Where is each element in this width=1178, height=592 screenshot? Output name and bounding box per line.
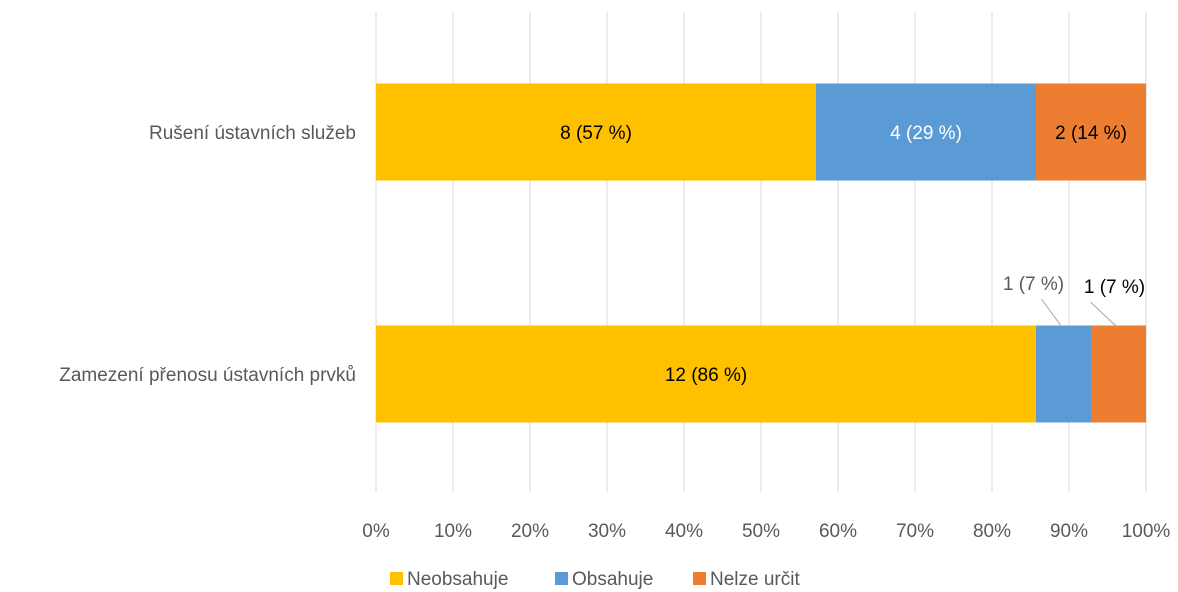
bar-segment[interactable] [1036,325,1091,423]
data-label-callout: 1 (7 %) [1084,277,1145,298]
data-labels: 8 (57 %) 4 (29 %) 2 (14 %) 12 (86 %) 1 (7 %)… [560,123,1145,386]
legend-label: Nelze určit [710,569,800,590]
bar-segment[interactable] [376,83,816,181]
legend-item[interactable]: Neobsahuje [390,569,508,590]
bar-segment[interactable] [1036,83,1146,181]
leader-line [1090,301,1117,327]
data-label-callout: 1 (7 %) [1003,274,1064,295]
x-tick-label: 40% [665,521,703,542]
bar-segment[interactable] [376,325,1036,423]
leader-line [1041,298,1062,327]
bars [376,83,1146,423]
data-label: 2 (14 %) [1055,123,1127,144]
legend-item[interactable]: Nelze určit [693,569,800,590]
x-axis-ticks: 0% 10% 20% 30% 40% 50% 60% 70% 80% 90% 100% [362,521,1170,542]
x-tick-label: 80% [973,521,1011,542]
x-tick-label: 0% [362,521,390,542]
legend-swatch [555,572,568,585]
data-label: 12 (86 %) [665,365,747,386]
legend-label: Obsahuje [572,569,653,590]
x-tick-label: 60% [819,521,857,542]
x-tick-label: 30% [588,521,626,542]
x-tick-label: 70% [896,521,934,542]
x-tick-label: 50% [742,521,780,542]
legend-swatch [390,572,403,585]
legend-swatch [693,572,706,585]
category-labels: Rušení ústavních služeb Zamezení přenosu … [59,123,356,386]
legend-label: Neobsahuje [407,569,508,590]
category-label: Zamezení přenosu ústavních prvků [59,365,356,386]
bar-segment[interactable] [816,83,1036,181]
legend[interactable]: Neobsahuje Obsahuje Nelze určit [390,569,800,590]
x-tick-label: 100% [1122,521,1171,542]
x-tick-label: 10% [434,521,472,542]
data-label: 4 (29 %) [890,123,962,144]
legend-item[interactable]: Obsahuje [555,569,653,590]
data-label: 8 (57 %) [560,123,632,144]
x-tick-label: 90% [1050,521,1088,542]
bar-segment[interactable] [1091,325,1146,423]
category-label: Rušení ústavních služeb [149,123,356,144]
x-tick-label: 20% [511,521,549,542]
